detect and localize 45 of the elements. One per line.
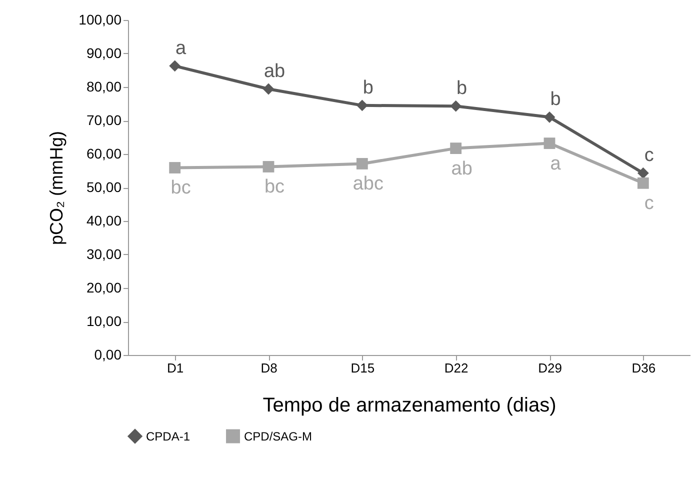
annotation: abc — [352, 174, 384, 195]
x-axis-title: Tempo de armazenamento (dias) — [262, 394, 556, 416]
annotation: ab — [451, 158, 472, 180]
annotation: a — [176, 38, 187, 59]
y-tick-label: 90,00 — [86, 45, 122, 61]
point — [544, 111, 556, 123]
x-tick-label: D1 — [167, 360, 184, 376]
x-tick-label: D15 — [350, 360, 375, 376]
x-tick-label: D8 — [260, 360, 278, 376]
y-tick-label: 20,00 — [86, 280, 122, 296]
annotation: bc — [264, 176, 285, 198]
y-tick-label: 60,00 — [86, 146, 122, 162]
annotation: a — [550, 153, 562, 174]
point — [356, 100, 368, 112]
point — [637, 177, 649, 189]
y-tick-label: 50,00 — [86, 179, 122, 195]
point — [169, 60, 181, 72]
x-tick-label: D29 — [538, 360, 562, 376]
x-tick-label: D22 — [444, 360, 468, 376]
y-tick-label: 30,00 — [86, 246, 122, 262]
annotation: bc — [170, 178, 191, 199]
annotation: b — [456, 78, 468, 100]
point — [262, 83, 274, 95]
point — [637, 167, 649, 179]
annotation: ab — [264, 61, 286, 82]
annotation: c — [644, 193, 654, 214]
annotation: c — [644, 145, 654, 166]
point — [450, 142, 462, 154]
point — [169, 162, 181, 174]
y-tick-label: 100,00 — [78, 12, 122, 28]
point — [450, 100, 462, 112]
y-tick-label: 80,00 — [86, 78, 122, 94]
y-tick-label: 0,00 — [94, 346, 122, 362]
y-tick-label: 40,00 — [86, 212, 122, 228]
annotation: b — [362, 77, 374, 98]
legend-label: CPDA-1 — [146, 429, 190, 444]
legend-label: CPD/SAG-M — [244, 429, 312, 444]
y-tick-label: 70,00 — [86, 112, 122, 128]
y-axis-title: pCO₂ (mmHg) — [46, 131, 67, 245]
point — [544, 138, 556, 149]
annotation: b — [550, 89, 561, 110]
point — [262, 161, 274, 172]
y-tick-label: 10,00 — [86, 313, 122, 329]
x-tick-label: D36 — [632, 360, 656, 376]
point — [356, 158, 368, 170]
